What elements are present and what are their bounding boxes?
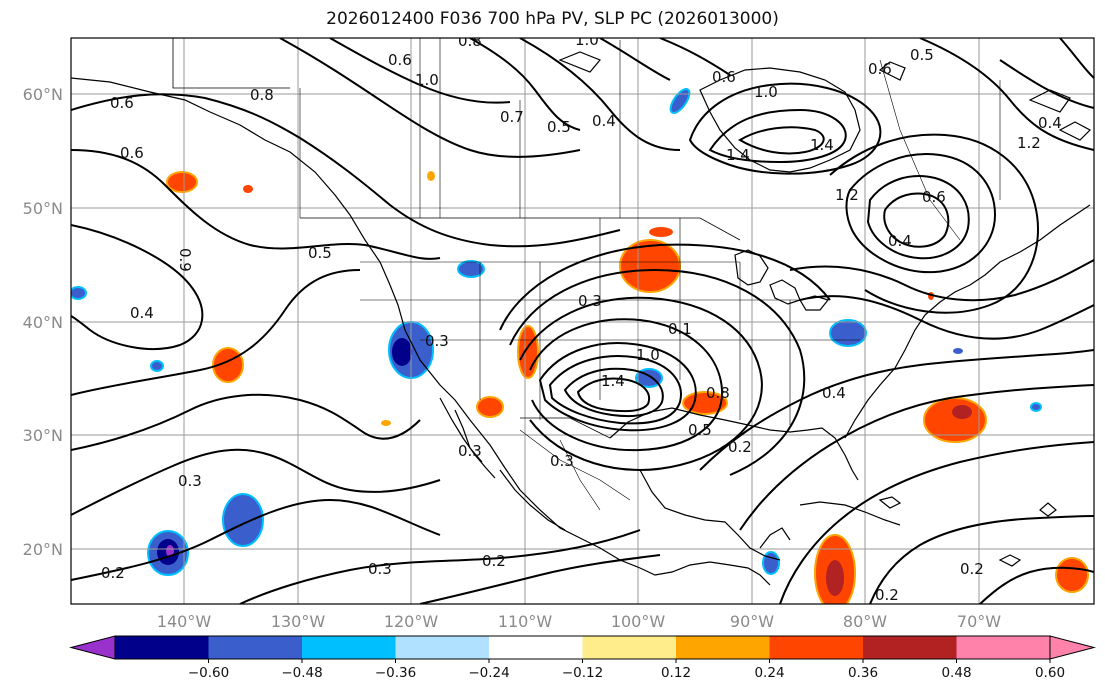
- contour-label: 0.3: [550, 452, 574, 470]
- contour-label: 1.2: [1017, 134, 1041, 152]
- contour-label: 0.2: [875, 586, 899, 604]
- contour-label: 0.8: [458, 32, 482, 50]
- colorbar-segment: [582, 636, 677, 659]
- colorbar-segment: [395, 636, 490, 659]
- colorbar-tick-label: −0.48: [281, 665, 322, 681]
- contour-label: 1.0: [415, 71, 439, 89]
- lon-label-130w: 130°W: [271, 612, 326, 631]
- contour-label: 0.5: [547, 118, 571, 136]
- contour-label: 0.3: [178, 472, 202, 490]
- colorbar-segment: [863, 636, 957, 659]
- colorbar: −0.60 −0.48 −0.36 −0.24 −0.12 0.12 0.24 0.36 0.4…: [69, 635, 1096, 681]
- lat-label-20n: 20°N: [23, 540, 63, 559]
- contour-label: 1.4: [810, 136, 834, 154]
- map-area: 0.6 0.8 1.0 0.8 0.6 1.0 0.7 0.5 0.4 0.6 …: [71, 31, 1094, 604]
- lat-label-50n: 50°N: [23, 199, 63, 218]
- contour-label: 0.4: [822, 384, 846, 402]
- contour-label: 0.4: [592, 112, 616, 130]
- contour-label: 0.6: [712, 68, 736, 86]
- colorbar-tick-label: 0.36: [848, 665, 878, 681]
- colorbar-segment: [302, 636, 396, 659]
- lat-label-30n: 30°N: [23, 426, 63, 445]
- contour-label: 0.3: [368, 560, 392, 578]
- colorbar-segment: [208, 636, 303, 659]
- lon-label-90w: 90°W: [730, 612, 774, 631]
- contour-label: 0.3: [425, 332, 449, 350]
- contour-label: 1.0: [754, 83, 778, 101]
- coastlines-and-borders: [71, 38, 1091, 586]
- colorbar-tick-label: −0.24: [468, 665, 509, 681]
- contour-label: 0.6: [120, 144, 144, 162]
- map-frame: [70, 37, 1095, 605]
- contour-label: 0.5: [910, 46, 934, 64]
- colorbar-over-extension: [1049, 635, 1096, 660]
- colorbar-under-extension: [69, 635, 116, 660]
- contour-label: 0.4: [1038, 114, 1062, 132]
- contour-label: 0.2: [482, 552, 506, 570]
- lon-label-80w: 80°W: [843, 612, 887, 631]
- contour-label: 0.7: [500, 108, 524, 126]
- contour-label: 1.4: [601, 372, 625, 390]
- contour-label: 0.3: [578, 292, 602, 310]
- slp-contours: [71, 38, 1094, 604]
- contour-label: 0.6: [388, 51, 412, 69]
- contour-label: 0.1: [668, 320, 692, 338]
- colorbar-tick-label: −0.60: [188, 665, 229, 681]
- lat-label-60n: 60°N: [23, 85, 63, 104]
- colorbar-tick-label: 0.60: [1035, 665, 1065, 681]
- contour-label: 0.3: [458, 442, 482, 460]
- lon-label-140w: 140°W: [157, 612, 212, 631]
- contour-label: 0.8: [706, 384, 730, 402]
- colorbar-tick-label: 0.48: [941, 665, 971, 681]
- contour-label: 0.6: [868, 60, 892, 78]
- colorbar-segment: [489, 636, 583, 659]
- contour-labels: 0.6 0.8 1.0 0.8 0.6 1.0 0.7 0.5 0.4 0.6 …: [101, 31, 1062, 604]
- contour-label: 0.5: [308, 244, 332, 262]
- contour-label: 1.2: [835, 186, 859, 204]
- contour-label: 0.9: [176, 248, 194, 272]
- colorbar-segment: [676, 636, 770, 659]
- contour-label: 0.2: [960, 560, 984, 578]
- lon-label-70w: 70°W: [957, 612, 1001, 631]
- colorbar-segment: [769, 636, 864, 659]
- contour-label: 0.6: [922, 188, 946, 206]
- lon-label-100w: 100°W: [611, 612, 666, 631]
- contour-label: 0.8: [250, 86, 274, 104]
- latitude-labels: 60°N 50°N 40°N 30°N 20°N: [23, 85, 63, 559]
- lat-label-40n: 40°N: [23, 313, 63, 332]
- colorbar-tick-label: −0.36: [375, 665, 416, 681]
- lon-label-120w: 120°W: [384, 612, 439, 631]
- contour-label: 0.5: [688, 421, 712, 439]
- contour-label: 0.4: [130, 304, 154, 322]
- lon-label-110w: 110°W: [498, 612, 553, 631]
- contour-label: 1.0: [575, 31, 599, 49]
- contour-label: 1.4: [726, 146, 750, 164]
- colorbar-tick-label: 0.24: [754, 665, 784, 681]
- contour-label: 1.0: [636, 346, 660, 364]
- graticule: [71, 38, 1094, 604]
- colorbar-tick-label: 0.12: [661, 665, 691, 681]
- contour-label: 0.4: [888, 232, 912, 250]
- longitude-labels: 140°W 130°W 120°W 110°W 100°W 90°W 80°W …: [157, 612, 1001, 631]
- map-title: 2026012400 F036 700 hPa PV, SLP PC (2026…: [326, 9, 779, 29]
- contour-label: 0.2: [728, 438, 752, 456]
- contour-label: 0.2: [101, 564, 125, 582]
- colorbar-segment: [956, 636, 1051, 659]
- pv-anomaly-shading: [71, 88, 1089, 604]
- contour-label: 0.6: [110, 94, 134, 112]
- colorbar-segment: [115, 636, 209, 659]
- colorbar-tick-label: −0.12: [562, 665, 603, 681]
